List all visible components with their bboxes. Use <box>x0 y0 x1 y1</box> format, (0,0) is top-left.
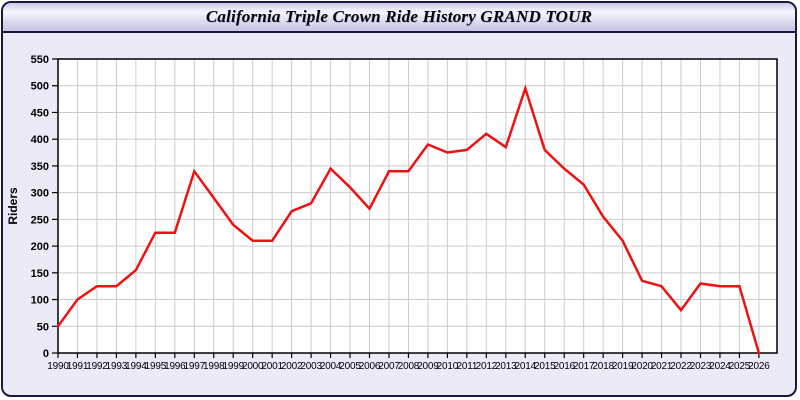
x-tick-label: 2015 <box>534 361 556 372</box>
x-tick-label: 2011 <box>456 361 477 372</box>
x-tick-label: 2000 <box>242 361 264 372</box>
x-tick-label: 1999 <box>222 361 244 372</box>
y-tick-label: 400 <box>31 134 49 146</box>
y-tick-label: 250 <box>31 214 49 226</box>
x-tick-label: 2006 <box>359 361 381 372</box>
x-tick-label: 1994 <box>125 361 147 372</box>
plot-border <box>57 58 778 354</box>
y-axis-title: Riders <box>6 187 20 225</box>
x-tick-label: 2013 <box>495 361 517 372</box>
x-tick-label: 2019 <box>612 361 634 372</box>
y-tick-label: 500 <box>31 81 49 93</box>
x-tick-label: 1991 <box>67 361 89 372</box>
y-tick-label: 50 <box>37 321 49 333</box>
title-bar: California Triple Crown Ride History GRA… <box>3 3 795 33</box>
riders-line-series <box>56 84 761 355</box>
x-tick-label: 2012 <box>476 361 498 372</box>
y-tick-label: 450 <box>31 107 49 119</box>
y-axis: 0 50 100 150 200 250 300 350 400 450 500 550 <box>31 54 58 360</box>
x-tick-label: 2017 <box>573 361 595 372</box>
x-tick-label: 1996 <box>164 361 186 372</box>
x-tick-label: 1995 <box>145 361 167 372</box>
x-axis: 1990199119921993199419951996199719981999… <box>47 353 770 372</box>
x-tick-label: 2023 <box>690 361 712 372</box>
y-tick-label: 200 <box>31 241 49 253</box>
x-tick-label: 1993 <box>106 361 128 372</box>
plot-area <box>58 59 777 353</box>
x-tick-label: 1990 <box>47 361 69 372</box>
x-tick-label: 2016 <box>553 361 575 372</box>
x-tick-label: 2004 <box>320 361 342 372</box>
x-tick-label: 2020 <box>631 361 653 372</box>
x-tick-label: 2007 <box>378 361 400 372</box>
y-tick-label: 350 <box>31 161 49 173</box>
x-tick-label: 2009 <box>417 361 439 372</box>
x-tick-label: 2003 <box>300 361 322 372</box>
x-tick-label: 2014 <box>515 361 537 372</box>
x-tick-label: 2025 <box>729 361 751 372</box>
x-tick-label: 2010 <box>437 361 459 372</box>
x-tick-label: 2024 <box>709 361 731 372</box>
x-tick-label: 2005 <box>339 361 361 372</box>
chart-title: California Triple Crown Ride History GRA… <box>205 7 593 26</box>
x-tick-label: 2002 <box>281 361 303 372</box>
x-tick-label: 2001 <box>261 361 283 372</box>
y-tick-label: 0 <box>43 348 49 360</box>
y-tick-label: 100 <box>31 295 49 307</box>
x-tick-label: 2022 <box>670 361 692 372</box>
ride-history-line-chart: 0501001502002503003504004505005501990199… <box>6 54 778 372</box>
y-tick-label: 300 <box>31 188 49 200</box>
x-tick-label: 2008 <box>398 361 420 372</box>
x-tick-label: 1997 <box>184 361 206 372</box>
chart-region: 0 50 100 150 200 250 300 350 400 450 500 550 1990 199… <box>3 35 795 395</box>
x-tick-label: 2018 <box>592 361 614 372</box>
y-tick-label: 550 <box>31 54 49 66</box>
x-tick-label: 1992 <box>86 361 108 372</box>
y-tick-label: 150 <box>31 268 49 280</box>
x-tick-label: 1998 <box>203 361 225 372</box>
x-tick-label: 2021 <box>651 361 673 372</box>
x-tick-label: 2026 <box>748 361 770 372</box>
